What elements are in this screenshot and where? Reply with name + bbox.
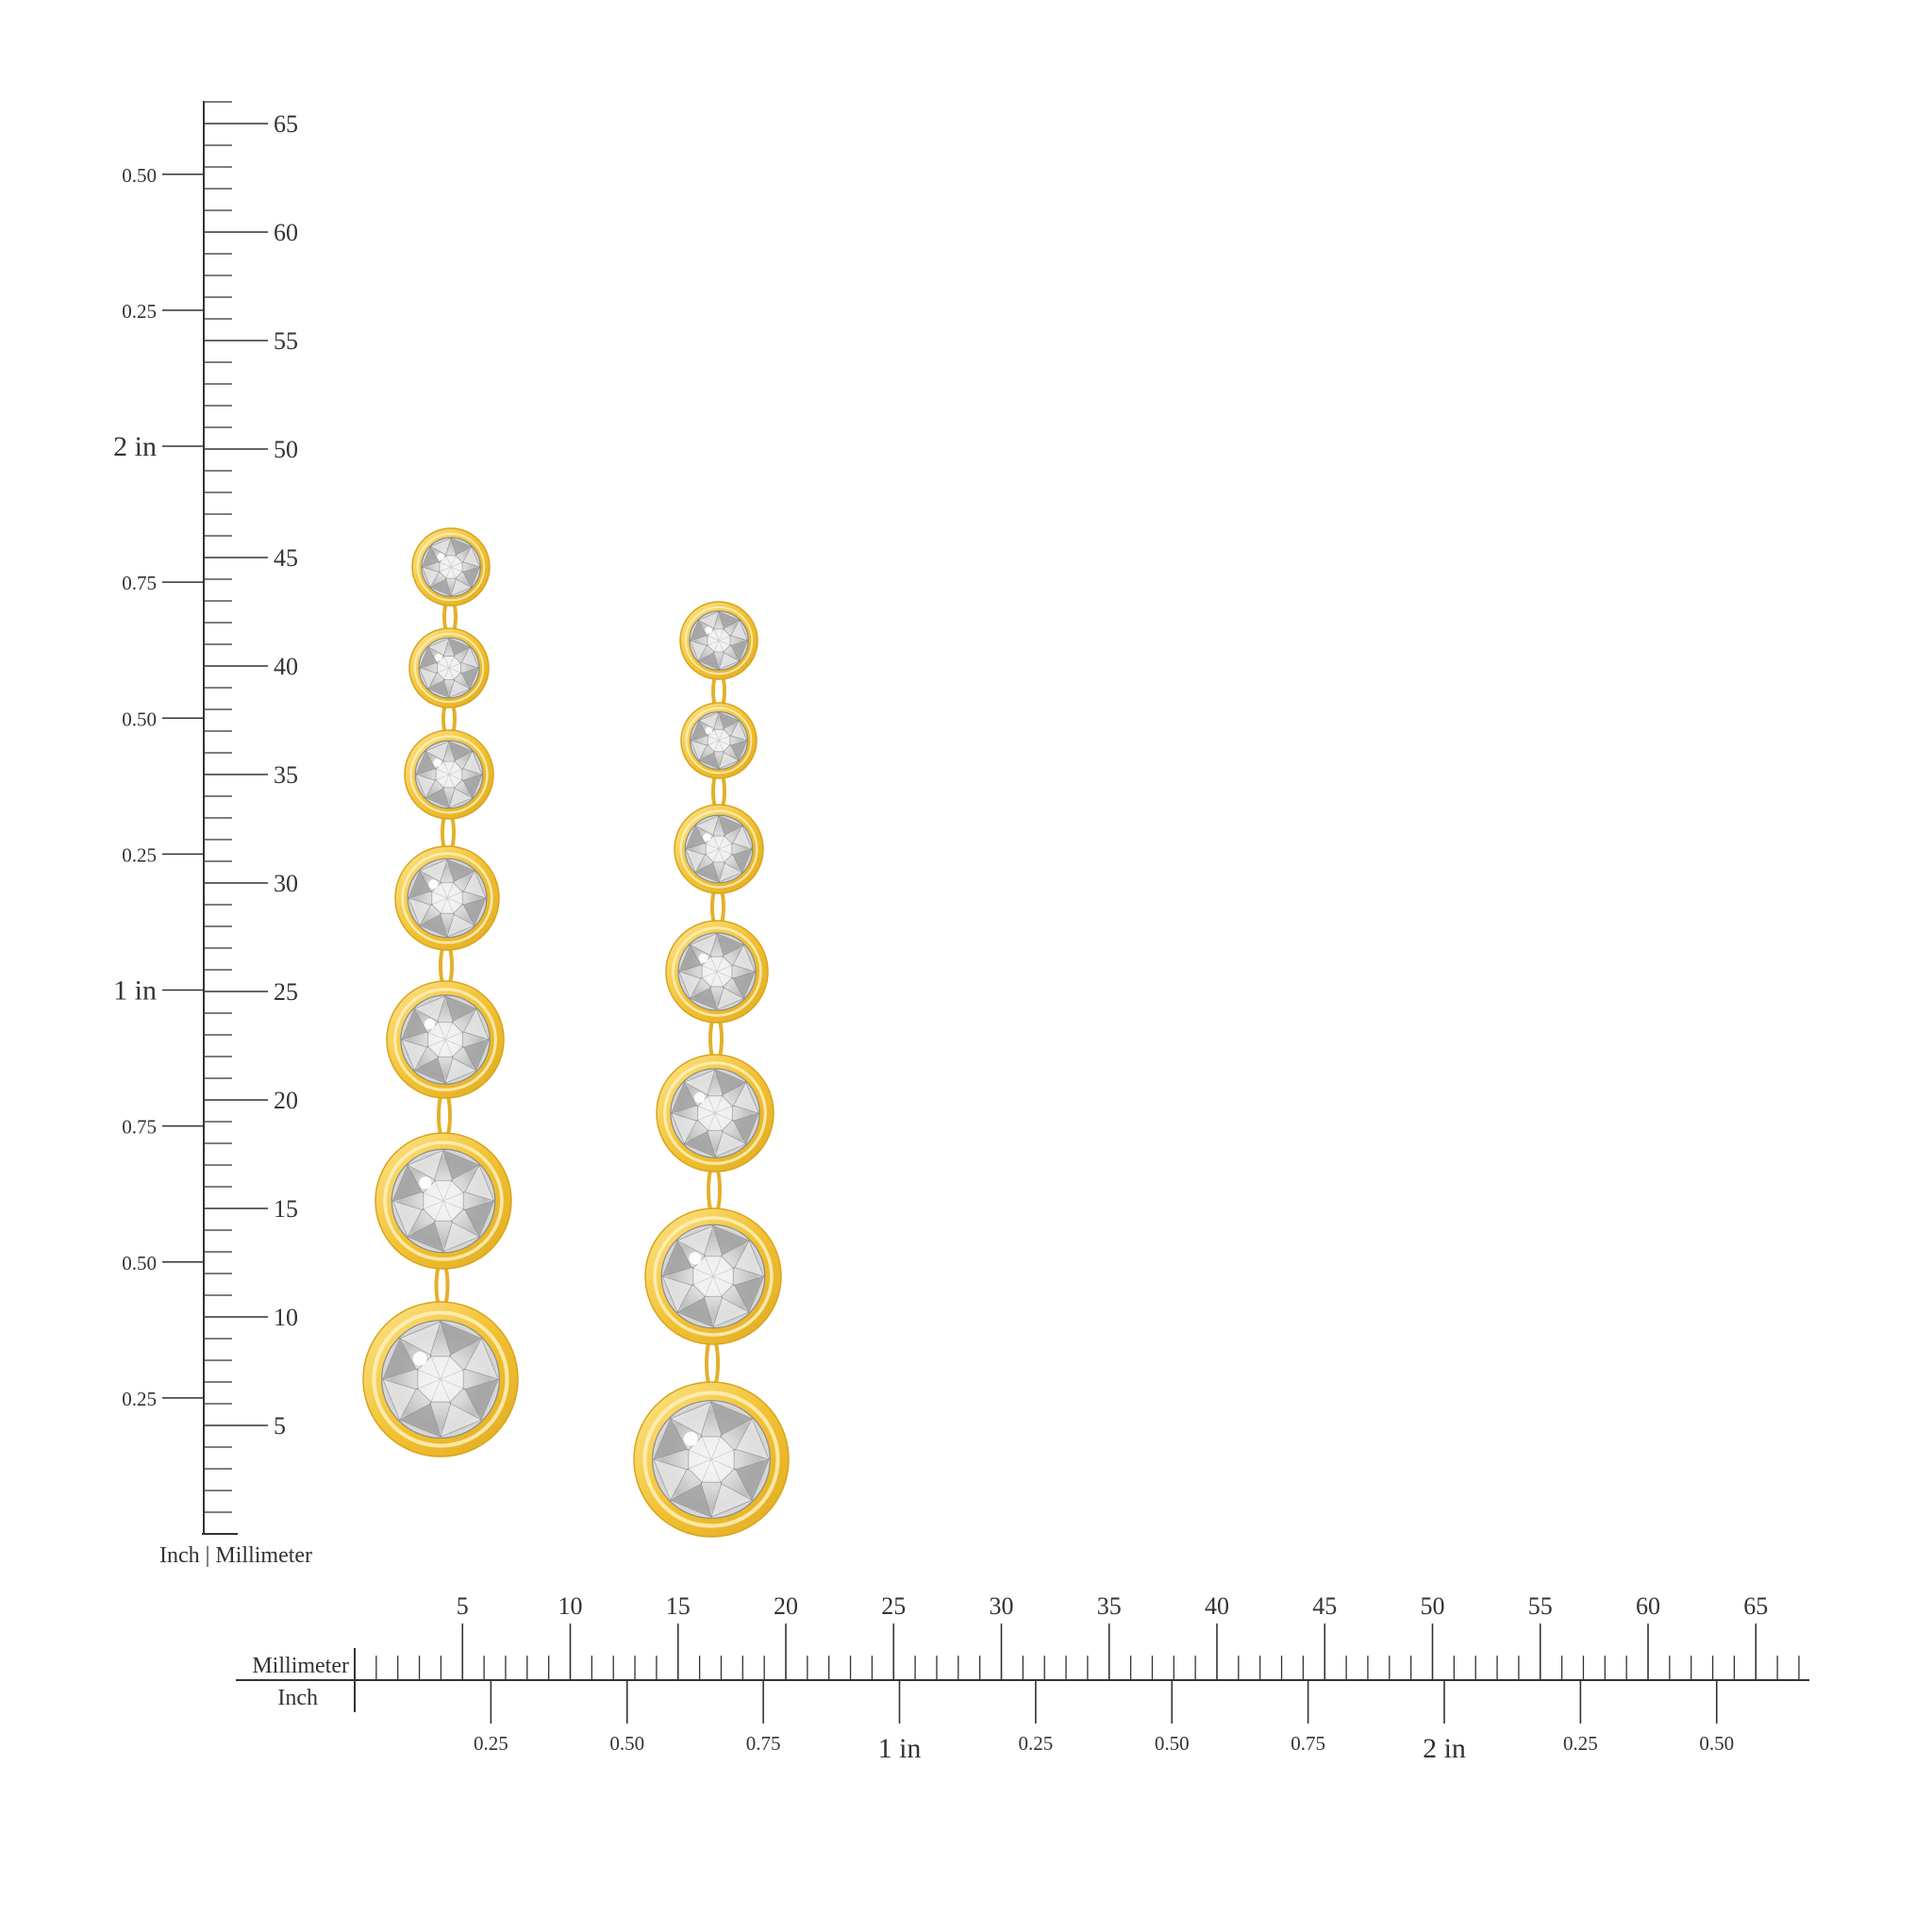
mm-label: 15 [666,1592,691,1620]
mm-label: 25 [274,978,298,1006]
inch-label: 2 in [113,431,157,462]
bezel-stone [408,627,490,708]
inch-label: 0.25 [1019,1732,1054,1755]
bezel-stone [362,1301,519,1457]
mm-label: 55 [274,327,298,355]
bezel-stone [674,804,764,894]
mm-label: 65 [1743,1592,1768,1620]
mm-label: 5 [457,1592,469,1620]
mm-label: 20 [774,1592,798,1620]
mm-label: 35 [274,761,298,789]
mm-label: 55 [1528,1592,1553,1620]
mm-label: 40 [1205,1592,1229,1620]
bezel-stone [679,601,758,680]
inch-caption: Inch [277,1686,318,1710]
inch-label: 0.25 [122,300,157,323]
units-caption: Inch | Millimeter [159,1543,312,1568]
inch-label: 0.50 [609,1732,644,1755]
mm-label: 25 [881,1592,906,1620]
inch-label: 1 in [113,975,157,1007]
inch-label: 0.75 [122,1116,157,1139]
mm-label: 40 [274,653,298,680]
mm-label: 15 [274,1195,298,1223]
mm-label: 50 [274,436,298,463]
mm-label: 5 [274,1412,286,1440]
inch-label: 0.50 [122,708,157,730]
inch-label: 0.50 [122,164,157,187]
mm-label: 30 [990,1592,1014,1620]
inch-label: 0.25 [474,1732,508,1755]
inch-label: 0.25 [1563,1732,1598,1755]
bezel-stone [375,1132,512,1270]
mm-label: 60 [274,219,298,246]
inch-label: 0.75 [1291,1732,1325,1755]
horizontal-ruler: 5 10 15 20 25 30 35 40 45 50 55 60 65 0.25 0.50 0.75 1 i… [236,1592,1809,1764]
inch-label: 0.25 [122,843,157,866]
mm-label: 35 [1097,1592,1122,1620]
mm-label: 10 [558,1592,583,1620]
inch-label: 0.75 [122,572,157,594]
inch-label: 2 in [1423,1733,1466,1764]
bezel-stone [394,845,500,951]
mm-caption: Millimeter [252,1654,349,1678]
mm-label: 45 [1312,1592,1337,1620]
bezel-stone [633,1381,790,1538]
mm-label: 50 [1421,1592,1445,1620]
mm-label: 45 [274,544,298,572]
bezel-stone [404,729,494,820]
mm-label: 20 [274,1087,298,1114]
bezel-stone [411,527,491,607]
bezel-stone [656,1054,774,1173]
bezel-stone [680,702,758,779]
inch-label: 0.25 [122,1388,157,1410]
inch-label: 1 in [878,1733,922,1764]
bezel-stone [665,920,769,1024]
mm-label: 30 [274,870,298,897]
inch-label: 0.50 [1155,1732,1190,1755]
mm-label: 65 [274,110,298,138]
right-earring [633,601,790,1538]
left-earring [362,527,519,1457]
inch-label: 0.75 [746,1732,781,1755]
inch-label: 0.50 [1699,1732,1734,1755]
bezel-stone [644,1208,782,1345]
mm-label: 10 [274,1304,298,1331]
mm-label: 60 [1636,1592,1660,1620]
vertical-ruler: 5 10 15 20 25 30 35 40 45 50 55 60 65 0.25 0.50 0.75 1 i… [113,101,312,1568]
bezel-stone [386,980,505,1099]
inch-label: 0.50 [122,1252,157,1274]
